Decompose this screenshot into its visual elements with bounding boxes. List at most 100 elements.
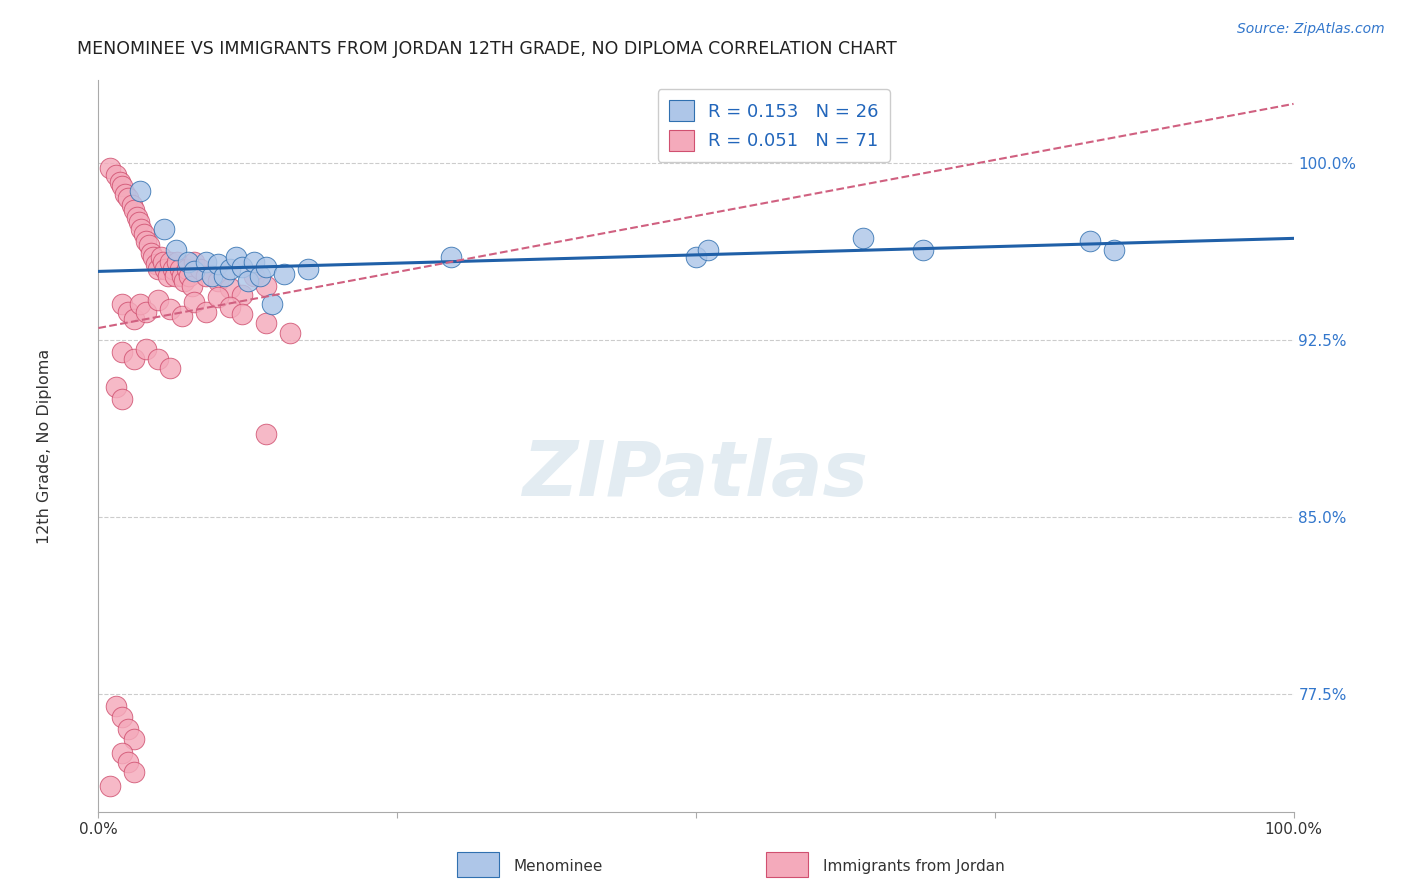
Point — [131, 222, 153, 236]
Point — [114, 186, 136, 201]
Point — [176, 262, 198, 277]
Point — [156, 269, 179, 284]
Point — [148, 293, 170, 307]
Point — [135, 304, 157, 318]
Point — [173, 274, 195, 288]
Point — [145, 257, 167, 271]
Point — [166, 255, 188, 269]
Point — [297, 262, 319, 277]
Point — [105, 168, 128, 182]
Point — [219, 300, 242, 314]
Text: Menominee: Menominee — [513, 859, 603, 873]
Point — [148, 351, 170, 366]
Point — [124, 351, 146, 366]
Point — [111, 392, 134, 406]
Text: Immigrants from Jordan: Immigrants from Jordan — [823, 859, 1004, 873]
Point — [172, 269, 194, 284]
Point — [188, 262, 211, 277]
Point — [169, 262, 191, 277]
Point — [111, 746, 134, 760]
Text: ZIPatlas: ZIPatlas — [523, 438, 869, 512]
Point — [129, 184, 152, 198]
Point — [117, 191, 139, 205]
Point — [225, 250, 247, 264]
Point — [243, 269, 266, 284]
Point — [195, 255, 218, 269]
Point — [231, 288, 253, 302]
Point — [207, 257, 229, 271]
Point — [124, 731, 146, 746]
Point — [212, 269, 235, 284]
Point — [685, 250, 707, 264]
Point — [98, 161, 122, 175]
Point — [254, 316, 277, 330]
Point — [117, 755, 139, 769]
Point — [1104, 243, 1126, 257]
Point — [162, 262, 184, 277]
Point — [108, 175, 131, 189]
Point — [135, 234, 157, 248]
Point — [139, 245, 162, 260]
Point — [149, 250, 172, 264]
Point — [177, 255, 200, 269]
Point — [236, 274, 259, 288]
Point — [231, 307, 253, 321]
Point — [124, 311, 146, 326]
Point — [1080, 234, 1102, 248]
Point — [183, 295, 205, 310]
Text: 12th Grade, No Diploma: 12th Grade, No Diploma — [38, 349, 52, 543]
Point — [278, 326, 301, 340]
Point — [128, 215, 150, 229]
Point — [172, 310, 194, 324]
Point — [117, 722, 139, 736]
Point — [249, 269, 271, 284]
Point — [138, 238, 160, 252]
Point — [111, 179, 134, 194]
Point — [219, 262, 242, 277]
Point — [117, 304, 139, 318]
Point — [254, 427, 277, 442]
Point — [98, 779, 122, 793]
Text: MENOMINEE VS IMMIGRANTS FROM JORDAN 12TH GRADE, NO DIPLOMA CORRELATION CHART: MENOMINEE VS IMMIGRANTS FROM JORDAN 12TH… — [77, 40, 897, 58]
Point — [852, 231, 875, 245]
Point — [159, 361, 181, 376]
Point — [180, 278, 202, 293]
Point — [105, 380, 128, 394]
Point — [440, 250, 463, 264]
Point — [155, 262, 177, 277]
Point — [111, 344, 134, 359]
Point — [195, 269, 218, 284]
Point — [697, 243, 720, 257]
Point — [254, 278, 277, 293]
Point — [153, 222, 176, 236]
Point — [273, 267, 295, 281]
Point — [159, 255, 181, 269]
Point — [132, 227, 155, 241]
Point — [125, 210, 148, 224]
Point — [179, 269, 201, 284]
Point — [207, 274, 229, 288]
Point — [911, 243, 934, 257]
Point — [124, 202, 146, 217]
Point — [121, 198, 143, 212]
Point — [195, 304, 218, 318]
Point — [165, 243, 187, 257]
Point — [152, 255, 174, 269]
Point — [183, 264, 205, 278]
Point — [254, 260, 277, 274]
Point — [142, 250, 165, 264]
Point — [111, 297, 134, 311]
Point — [183, 255, 205, 269]
Point — [201, 269, 224, 284]
Point — [124, 764, 146, 779]
Point — [135, 343, 157, 357]
Point — [260, 297, 283, 311]
Point — [243, 255, 266, 269]
Legend: R = 0.153   N = 26, R = 0.051   N = 71: R = 0.153 N = 26, R = 0.051 N = 71 — [658, 89, 890, 161]
Point — [159, 302, 181, 317]
Point — [207, 290, 229, 304]
Point — [231, 260, 253, 274]
Point — [163, 269, 186, 284]
Point — [219, 281, 242, 295]
Point — [111, 710, 134, 724]
